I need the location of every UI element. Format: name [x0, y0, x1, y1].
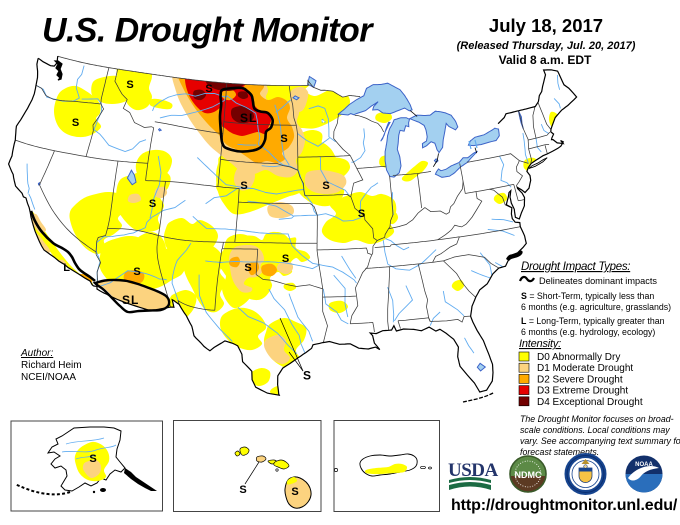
svg-text:S: S	[133, 266, 140, 278]
svg-text:S: S	[303, 368, 311, 382]
svg-text:scale conditions. Local condit: scale conditions. Local conditions may	[520, 425, 670, 435]
svg-text:Richard Heim: Richard Heim	[21, 360, 82, 371]
svg-text:July 18, 2017: July 18, 2017	[489, 15, 603, 36]
svg-text:U.S. Drought Monitor: U.S. Drought Monitor	[42, 12, 374, 50]
svg-text:The Drought Monitor focuses on: The Drought Monitor focuses on broad-	[520, 414, 674, 424]
svg-text:S: S	[282, 253, 289, 265]
svg-text:S: S	[322, 180, 329, 192]
svg-text:S: S	[72, 117, 79, 129]
svg-text:S: S	[280, 133, 287, 145]
svg-text:L = Long-Term, typically great: L = Long-Term, typically greater than	[521, 316, 665, 326]
svg-text:S: S	[240, 111, 248, 125]
svg-text:Valid 8 a.m. EDT: Valid 8 a.m. EDT	[499, 53, 592, 67]
svg-text:S: S	[205, 83, 212, 95]
svg-text:Intensity:: Intensity:	[519, 338, 561, 350]
svg-text:D3 Extreme Drought: D3 Extreme Drought	[537, 386, 628, 397]
svg-text:vary. See accompanying text su: vary. See accompanying text summary for	[520, 436, 680, 446]
svg-text:D4 Exceptional Drought: D4 Exceptional Drought	[537, 397, 643, 408]
svg-text:S: S	[244, 262, 251, 274]
svg-text:USDA: USDA	[448, 460, 499, 481]
svg-text:6 months (e.g. hydrology, ecol: 6 months (e.g. hydrology, ecology)	[521, 327, 655, 337]
svg-text:NDMC: NDMC	[515, 470, 542, 480]
svg-text:S: S	[291, 486, 298, 498]
svg-text:S: S	[358, 208, 365, 220]
svg-text:Drought Impact Types:: Drought Impact Types:	[521, 261, 630, 273]
svg-text:S = Short-Term, typically less: S = Short-Term, typically less than	[521, 291, 654, 301]
svg-text:Delineates dominant impacts: Delineates dominant impacts	[539, 276, 657, 286]
svg-text:forecast statements.: forecast statements.	[520, 447, 599, 457]
svg-text:L: L	[249, 111, 256, 125]
svg-text:D1 Moderate Drought: D1 Moderate Drought	[537, 363, 633, 374]
svg-text:(Released Thursday, Jul. 20, 2: (Released Thursday, Jul. 20, 2017)	[457, 40, 636, 52]
svg-text:http://droughtmonitor.unl.edu/: http://droughtmonitor.unl.edu/	[451, 497, 678, 514]
svg-text:Author:: Author:	[20, 348, 53, 359]
svg-text:S: S	[240, 180, 247, 192]
svg-text:L: L	[63, 262, 70, 274]
svg-text:L: L	[131, 293, 138, 307]
svg-text:D2 Severe Drought: D2 Severe Drought	[537, 374, 623, 385]
svg-text:S: S	[89, 453, 96, 465]
svg-text:D0 Abnormally Dry: D0 Abnormally Dry	[537, 352, 620, 363]
svg-text:S: S	[239, 484, 246, 496]
svg-text:NOAA: NOAA	[635, 462, 653, 468]
svg-text:S: S	[126, 79, 133, 91]
svg-text:S: S	[149, 198, 156, 210]
svg-text:NCEI/NOAA: NCEI/NOAA	[21, 372, 76, 383]
svg-text:S: S	[122, 293, 130, 307]
svg-text:6 months (e.g. agriculture, gr: 6 months (e.g. agriculture, grasslands)	[521, 302, 671, 312]
